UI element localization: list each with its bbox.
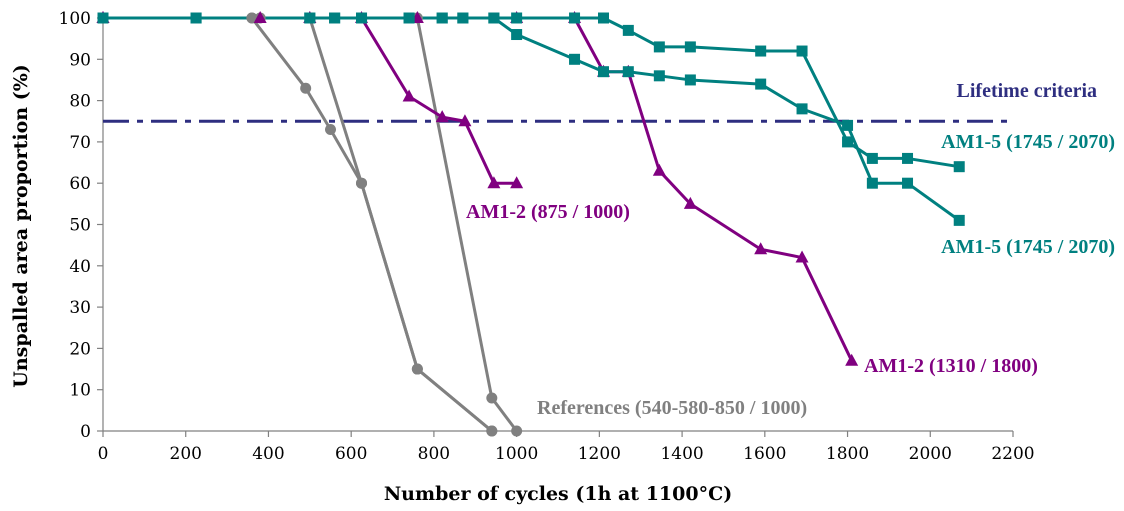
data-point-am1-5 (304, 12, 316, 24)
data-point-am1-5 (953, 161, 965, 173)
data-point-am1-5 (598, 66, 609, 78)
x-tick-label: 200 (170, 444, 202, 464)
data-point-am1-2 (754, 242, 768, 255)
data-point-am1-5 (684, 74, 696, 86)
lifetime-criteria-label: Lifetime criteria (957, 80, 1097, 102)
series-line-references-0 (103, 16, 493, 433)
data-point-am1-5 (622, 66, 634, 78)
data-point-am1-5 (511, 12, 523, 24)
data-point-am1-5 (190, 12, 202, 24)
data-point-am1-5 (796, 45, 808, 57)
data-point-am1-5 (796, 103, 808, 115)
x-tick-label: 1800 (826, 444, 869, 464)
x-tick-label: 1000 (495, 444, 538, 464)
data-point-references (356, 177, 368, 189)
data-point-am1-5 (329, 12, 341, 24)
data-point-references (325, 124, 336, 136)
series-line-am1-2-4 (103, 16, 854, 362)
x-tick-label: 1600 (743, 444, 786, 464)
data-point-am1-5 (842, 119, 854, 131)
series-lines (103, 16, 961, 433)
y-tick-label: 40 (69, 257, 91, 277)
data-point-am1-2 (795, 250, 809, 263)
am1-2-lower-label: AM1-2 (1310 / 1800) (864, 355, 1038, 377)
y-tick-label: 90 (69, 50, 91, 70)
series-markers (96, 11, 965, 437)
data-point-am1-5 (902, 177, 914, 189)
data-point-am1-5 (488, 12, 500, 24)
series-line-am1-5-5 (103, 16, 961, 222)
data-point-am1-2 (458, 114, 472, 127)
data-point-am1-5 (653, 70, 665, 82)
data-point-am1-2 (652, 163, 666, 176)
y-tick-label: 20 (69, 339, 91, 359)
data-point-am1-2 (487, 176, 501, 189)
data-point-am1-5 (403, 12, 415, 24)
data-point-am1-2 (435, 110, 449, 123)
data-point-am1-5 (953, 214, 965, 226)
y-tick-label: 70 (69, 133, 91, 153)
data-point-references (511, 425, 523, 437)
am1-5-upper-label: AM1-5 (1745 / 2070) (941, 131, 1115, 153)
data-point-am1-2 (845, 353, 859, 366)
data-point-am1-2 (253, 11, 267, 23)
data-point-am1-5 (356, 12, 368, 24)
data-point-am1-5 (569, 53, 581, 65)
x-tick-label: 800 (418, 444, 450, 464)
y-tick-label: 0 (80, 422, 91, 442)
data-point-am1-5 (622, 24, 634, 36)
references-label: References (540-580-850 / 1000) (537, 397, 807, 419)
data-point-am1-5 (866, 177, 878, 189)
y-tick-label: 60 (69, 174, 91, 194)
data-point-am1-2 (402, 89, 416, 102)
y-tick-label: 50 (69, 216, 91, 236)
data-point-am1-5 (457, 12, 469, 24)
x-axis-title: Number of cycles (1h at 1100°C) (384, 483, 732, 505)
data-point-am1-5 (97, 12, 109, 24)
am1-2-upper-label: AM1-2 (875 / 1000) (466, 201, 630, 223)
x-tick-label: 400 (252, 444, 284, 464)
x-tick-label: 2200 (991, 444, 1034, 464)
data-point-am1-5 (755, 78, 767, 90)
y-axis-ticks: 0 10 20 30 40 50 60 70 80 90 100 (59, 9, 103, 442)
y-tick-label: 80 (69, 92, 91, 112)
y-tick-label: 30 (69, 298, 91, 318)
x-tick-label: 1200 (578, 444, 621, 464)
data-point-references (246, 12, 258, 24)
x-axis-ticks: 0 200 400 600 800 1000 1200 1400 1600 1800 2000 220… (98, 431, 1035, 464)
data-point-am1-5 (653, 41, 665, 53)
data-point-am1-5 (598, 12, 609, 24)
data-point-references (411, 363, 423, 375)
data-point-am1-5 (436, 12, 448, 24)
x-tick-label: 2000 (909, 444, 952, 464)
y-tick-label: 10 (69, 381, 91, 401)
data-point-am1-5 (755, 45, 767, 57)
series-line-am1-2-3 (103, 16, 517, 185)
x-tick-label: 600 (335, 444, 367, 464)
x-tick-label: 0 (98, 444, 109, 464)
am1-5-lower-label: AM1-5 (1745 / 2070) (941, 236, 1115, 258)
data-point-references (300, 82, 312, 94)
y-axis-title: Unspalled area proportion (%) (10, 64, 32, 388)
x-tick-label: 1400 (660, 444, 703, 464)
data-point-am1-5 (902, 152, 914, 164)
series-line-references-1 (103, 16, 493, 433)
data-point-am1-5 (684, 41, 696, 53)
data-point-am1-5 (842, 136, 854, 148)
series-line-references-2 (103, 16, 518, 432)
data-point-references (486, 425, 498, 437)
data-point-am1-2 (683, 196, 697, 209)
data-point-am1-5 (569, 12, 581, 24)
data-point-references (486, 392, 498, 404)
plot-area: 0 10 20 30 40 50 60 70 80 90 100 0 200 400 600 800 1000… (59, 9, 1035, 464)
y-tick-label: 100 (59, 9, 91, 29)
data-point-am1-5 (511, 29, 523, 41)
data-point-am1-2 (510, 176, 524, 189)
data-point-am1-5 (866, 152, 878, 164)
